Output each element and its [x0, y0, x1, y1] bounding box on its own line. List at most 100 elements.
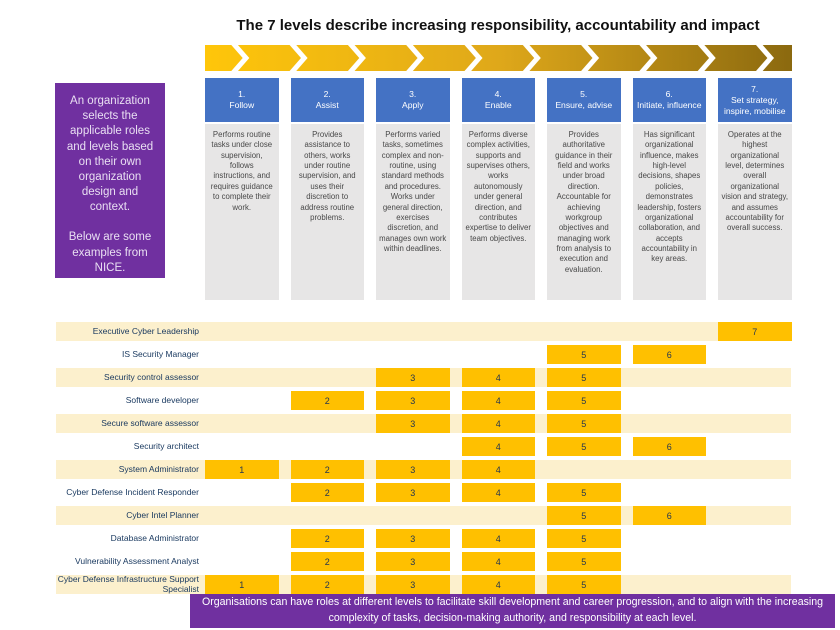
level-cell: 7	[718, 322, 792, 341]
level-description: Operates at the highest organizational l…	[718, 124, 792, 300]
level-cell: 1	[205, 460, 279, 479]
side-note-paragraph: Below are some examples from NICE.	[68, 231, 152, 274]
level-cell: 5	[547, 391, 621, 410]
level-description: Has significant organizational influence…	[632, 124, 706, 300]
level-cell: 3	[376, 529, 450, 548]
level-cell: 4	[461, 552, 535, 571]
level-header: 2. Assist	[290, 78, 364, 122]
level-number: 1.	[238, 89, 246, 99]
role-label: Security control assessor	[104, 371, 199, 382]
level-number: 7.	[751, 83, 759, 94]
level-column: 3. Apply Performs varied tasks, sometime…	[376, 78, 450, 300]
level-column: 1. Follow Performs routine tasks under c…	[205, 78, 279, 300]
side-note-box: An organization selects the applicable r…	[55, 83, 165, 278]
level-name: Initiate, influence	[637, 100, 702, 110]
level-name: Set strategy, inspire, mobilise	[723, 94, 786, 116]
level-cell: 4	[461, 529, 535, 548]
level-cell: 2	[290, 460, 364, 479]
level-cell: 3	[376, 368, 450, 387]
level-cell: 2	[290, 391, 364, 410]
level-cell: 5	[547, 575, 621, 594]
level-column: 4. Enable Performs diverse complex activ…	[461, 78, 535, 300]
levels-columns: 1. Follow Performs routine tasks under c…	[205, 78, 792, 300]
level-column: 6. Initiate, influence Has significant o…	[632, 78, 706, 300]
role-label: Software developer	[125, 394, 199, 405]
level-header: 5. Ensure, advise	[547, 78, 621, 122]
level-cell: 5	[547, 345, 621, 364]
level-cell: 5	[547, 414, 621, 433]
level-header: 1. Follow	[205, 78, 279, 122]
level-number: 6.	[665, 89, 673, 99]
level-description: Performs varied tasks, sometimes complex…	[376, 124, 450, 300]
role-label: Cyber Defense Infrastructure Support Spe…	[57, 573, 199, 594]
level-description: Provides assistance to others, works und…	[290, 124, 364, 300]
table-row: Cyber Defense Infrastructure Support Spe…	[56, 573, 791, 594]
role-label: Cyber Intel Planner	[126, 509, 199, 520]
level-cell: 6	[632, 506, 706, 525]
level-number: 2.	[323, 89, 331, 99]
role-label: Database Administrator	[110, 532, 199, 543]
level-header: 3. Apply	[376, 78, 450, 122]
level-number: 4.	[494, 89, 502, 99]
level-description: Performs diverse complex activities, sup…	[461, 124, 535, 300]
level-cell: 5	[547, 552, 621, 571]
role-label: Security architect	[133, 440, 199, 451]
level-name: Assist	[315, 100, 339, 110]
level-cell: 4	[461, 368, 535, 387]
table-row: Executive Cyber Leadership 7	[56, 322, 792, 341]
level-cell: 5	[547, 368, 621, 387]
level-cell: 2	[290, 552, 364, 571]
role-label: System Administrator	[118, 463, 199, 474]
level-cell: 2	[290, 529, 364, 548]
role-label: IS Security Manager	[121, 348, 199, 359]
level-cell: 4	[461, 391, 535, 410]
level-cell: 4	[461, 575, 535, 594]
level-name: Enable	[484, 100, 512, 110]
level-name: Follow	[229, 100, 255, 110]
level-cell: 2	[290, 575, 364, 594]
level-cell: 5	[547, 529, 621, 548]
level-column: 7. Set strategy, inspire, mobilise Opera…	[718, 78, 792, 300]
level-cell: 3	[376, 460, 450, 479]
level-cell: 4	[461, 483, 535, 502]
role-cells: 7	[205, 322, 792, 341]
level-description: Performs routine tasks under close super…	[205, 124, 279, 300]
level-cell: 4	[461, 437, 535, 456]
level-column: 2. Assist Provides assistance to others,…	[290, 78, 364, 300]
level-header: 4. Enable	[461, 78, 535, 122]
level-cell: 5	[547, 437, 621, 456]
level-cell: 3	[376, 552, 450, 571]
chevron-arrow-band	[205, 45, 792, 71]
footer-banner: Organisations can have roles at differen…	[190, 594, 835, 628]
role-level-matrix: Executive Cyber Leadership 7 IS Security…	[56, 322, 792, 598]
level-name: Apply	[402, 100, 424, 110]
role-label: Cyber Defense Incident Responder	[66, 486, 199, 497]
level-number: 3.	[409, 89, 417, 99]
side-note-paragraph: An organization selects the applicable r…	[66, 95, 154, 214]
level-cell: 3	[376, 414, 450, 433]
level-cell: 1	[205, 575, 279, 594]
level-cell: 5	[547, 483, 621, 502]
level-description: Provides authoritative guidance in their…	[547, 124, 621, 300]
level-header: 7. Set strategy, inspire, mobilise	[718, 78, 792, 122]
